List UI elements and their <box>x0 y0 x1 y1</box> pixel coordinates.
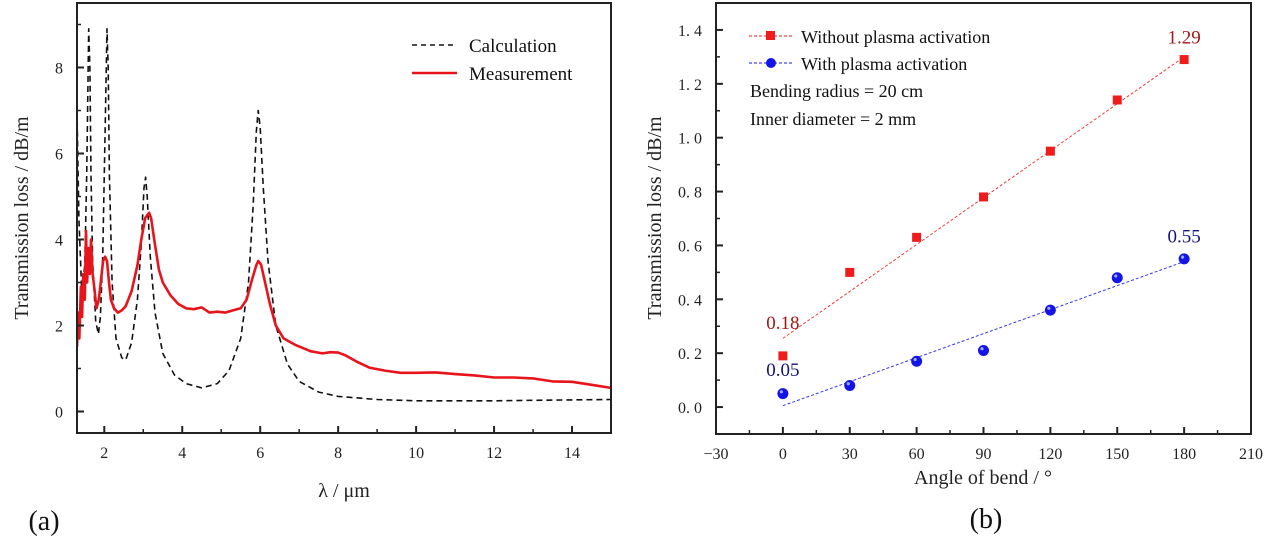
fit-line-with-plasma-activation <box>782 261 1185 407</box>
x-tick-label: 30 <box>842 446 858 463</box>
x-tick-label: 150 <box>1105 446 1129 463</box>
panel-a-legend: Calculation Measurement <box>412 36 573 85</box>
data-point-without-plasma-activation <box>979 192 988 202</box>
panel-a-label: (a) <box>28 506 59 537</box>
x-tick-label: 6 <box>256 445 264 462</box>
data-point-with-plasma-activation <box>777 388 789 400</box>
panel-a-plot-area <box>77 27 611 402</box>
data-point-with-plasma-activation <box>1178 253 1190 265</box>
series-line-calculation <box>77 27 611 402</box>
data-point-with-plasma-activation <box>1044 304 1056 316</box>
panel-a-x-axis-title: λ / μm <box>318 480 370 502</box>
legend-without-plasma-marker <box>766 31 775 40</box>
legend-without-plasma-label: Without plasma activation <box>801 27 990 47</box>
panel-a-axes-frame <box>76 2 612 434</box>
data-point-highlight <box>846 382 850 386</box>
x-tick-label: 12 <box>486 445 502 462</box>
x-tick-label: 210 <box>1239 446 1263 463</box>
data-point-highlight <box>913 357 917 362</box>
data-point-highlight <box>980 347 984 351</box>
y-tick-label: 2 <box>55 319 63 336</box>
legend-calculation-label: Calculation <box>469 36 557 57</box>
data-point-without-plasma-activation <box>912 232 922 242</box>
panel-b-y-axis-title: Transmission loss / dB/m <box>644 116 666 320</box>
data-point-with-plasma-activation <box>1111 272 1123 284</box>
data-point-with-plasma-activation <box>844 380 856 392</box>
x-tick-label: 0 <box>779 446 787 463</box>
y-tick-label: 1. 4 <box>678 23 702 40</box>
panel-a-chart: 2 4 6 8 10 12 14 0 2 4 6 8 Transmission loss / dB/m… <box>11 2 612 537</box>
data-point-without-plasma-activation <box>845 267 855 277</box>
y-tick-label: 8 <box>55 61 63 78</box>
data-point-highlight <box>1114 274 1118 278</box>
annotation-inner-diameter: Inner diameter = 2 mm <box>750 109 916 129</box>
panel-a-ticks: 2 4 6 8 10 12 14 0 2 4 6 8 <box>55 23 580 462</box>
x-tick-label: 180 <box>1172 446 1196 463</box>
panel-b-label: (b) <box>970 504 1003 535</box>
legend-with-plasma-marker <box>766 58 776 68</box>
y-tick-label: 0. 4 <box>678 292 702 309</box>
data-point-highlight <box>1047 306 1051 310</box>
data-point-with-plasma-activation <box>978 344 989 356</box>
x-tick-label: 90 <box>976 446 992 463</box>
panel-b-legend: Without plasma activation With plasma ac… <box>749 27 990 129</box>
data-point-with-plasma-activation <box>911 355 923 367</box>
data-point-without-plasma-activation <box>1045 146 1055 156</box>
y-tick-label: 0. 2 <box>678 346 702 363</box>
value-label: 1.29 <box>1168 27 1201 48</box>
data-point-without-plasma-activation <box>1179 55 1189 65</box>
y-tick-label: 0. 0 <box>678 400 702 417</box>
y-tick-label: 1. 2 <box>678 77 702 94</box>
data-point-without-plasma-activation <box>778 351 788 361</box>
x-tick-label: −30 <box>703 446 728 463</box>
legend-with-plasma-label: With plasma activation <box>801 54 967 74</box>
y-tick-label: 6 <box>55 147 63 164</box>
x-tick-label: 2 <box>100 445 108 462</box>
value-label: 0.55 <box>1168 227 1201 248</box>
value-label: 0.18 <box>766 313 799 334</box>
legend-measurement-label: Measurement <box>469 64 573 85</box>
value-label: 0.05 <box>766 360 799 381</box>
data-point-highlight <box>1181 255 1185 259</box>
x-tick-label: 60 <box>909 446 925 463</box>
panel-b-ticks: −30 0 30 60 90 120 150 180 210 0. 0 0. 2 0. 4 0. 6 0.… <box>678 23 1263 463</box>
x-tick-label: 10 <box>408 445 424 462</box>
panel-a-y-axis-title: Transmission loss / dB/m <box>11 116 33 320</box>
y-tick-label: 4 <box>55 233 63 250</box>
annotation-bending-radius: Bending radius = 20 cm <box>750 81 923 101</box>
x-tick-label: 4 <box>178 445 186 462</box>
x-tick-label: 14 <box>564 445 580 462</box>
panel-b-chart: 0.18 1.29 0.05 0.55 −30 0 30 60 90 120 150 180 210 0… <box>644 2 1263 535</box>
x-tick-label: 120 <box>1038 446 1062 463</box>
y-tick-label: 1. 0 <box>678 131 702 148</box>
data-point-highlight <box>779 390 783 394</box>
panel-b-x-axis-title: Angle of bend / ° <box>914 467 1052 489</box>
panel-b-plot-area: 0.18 1.29 0.05 0.55 <box>766 27 1201 407</box>
y-tick-label: 0. 8 <box>678 185 702 202</box>
x-tick-label: 8 <box>334 445 342 462</box>
y-tick-label: 0 <box>55 405 63 422</box>
y-tick-label: 0. 6 <box>678 238 702 255</box>
data-point-without-plasma-activation <box>1112 95 1122 105</box>
series-line-measurement <box>77 211 611 390</box>
